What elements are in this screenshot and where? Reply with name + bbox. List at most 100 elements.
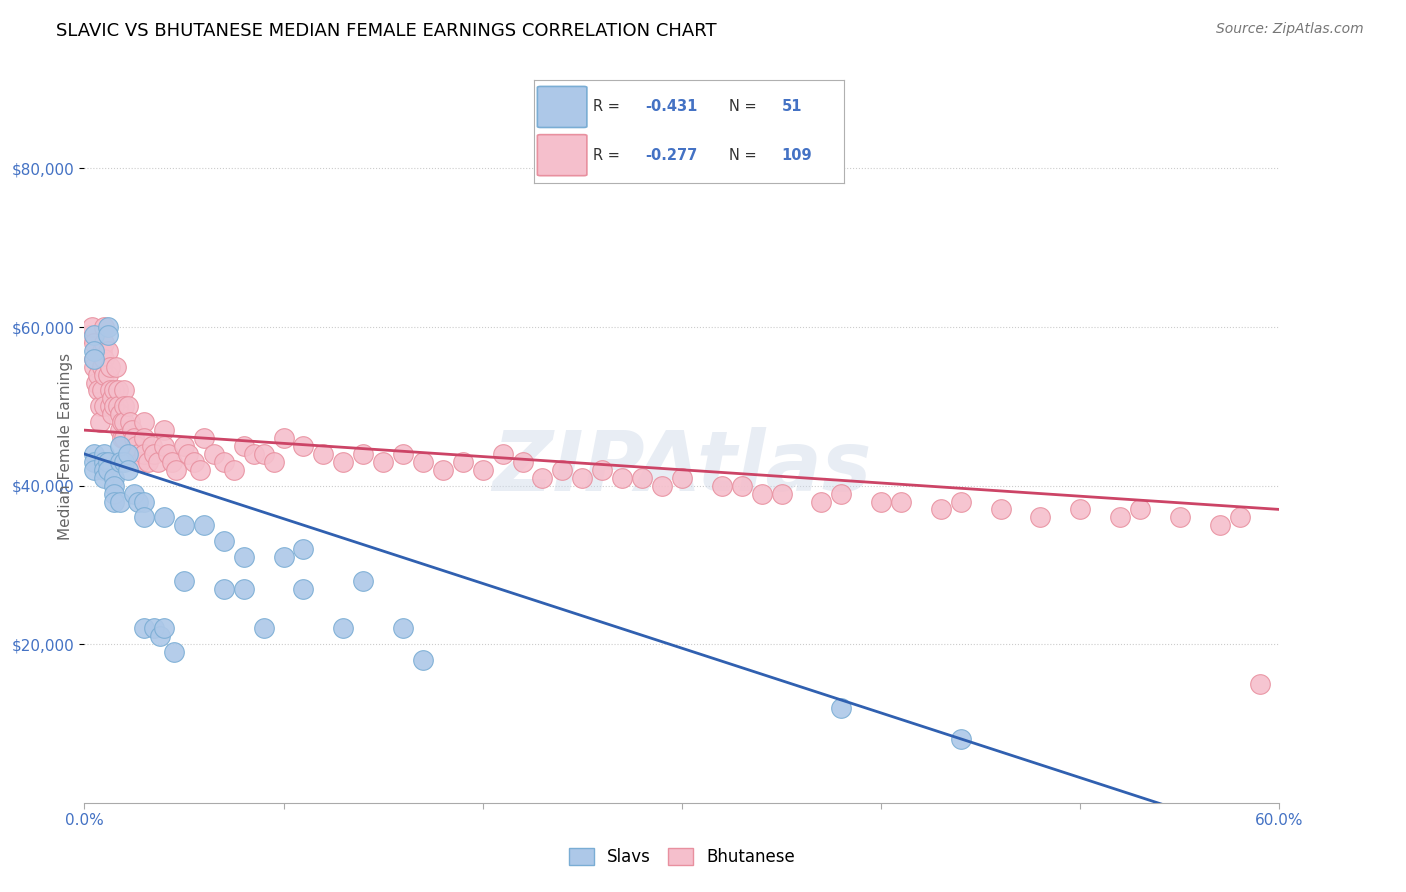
Point	[193, 431, 215, 445]
Point	[870, 494, 893, 508]
Point	[352, 574, 374, 588]
Point	[373, 455, 395, 469]
Point	[1249, 677, 1271, 691]
Point	[232, 549, 254, 564]
Point	[83, 447, 105, 461]
Point	[222, 463, 245, 477]
Point	[202, 447, 225, 461]
Point	[97, 368, 120, 382]
Point	[412, 455, 434, 469]
Point	[173, 574, 195, 588]
Point	[101, 392, 124, 406]
Point	[129, 455, 152, 469]
Point	[551, 463, 574, 477]
Point	[103, 494, 125, 508]
Point	[83, 359, 105, 374]
Point	[751, 486, 773, 500]
Point	[173, 518, 195, 533]
Point	[143, 621, 166, 635]
Point	[83, 351, 105, 366]
Point	[273, 431, 295, 445]
Point	[332, 621, 354, 635]
Text: -0.431: -0.431	[645, 99, 697, 114]
Point	[86, 376, 108, 390]
Point	[103, 384, 125, 398]
Point	[232, 439, 254, 453]
Point	[492, 447, 515, 461]
Point	[93, 368, 115, 382]
Point	[120, 415, 142, 429]
Point	[98, 400, 121, 414]
Point	[471, 463, 494, 477]
Point	[949, 732, 972, 747]
Point	[949, 494, 972, 508]
Point	[91, 359, 114, 374]
Point	[631, 471, 654, 485]
Point	[1209, 518, 1232, 533]
Point	[83, 463, 105, 477]
Point	[87, 384, 110, 398]
Point	[132, 494, 156, 508]
Point	[97, 320, 120, 334]
Point	[153, 621, 176, 635]
Point	[125, 439, 148, 453]
Point	[292, 582, 315, 596]
Point	[89, 415, 111, 429]
Point	[110, 455, 132, 469]
Text: Source: ZipAtlas.com: Source: ZipAtlas.com	[1216, 22, 1364, 37]
Text: R =: R =	[593, 99, 624, 114]
Point	[352, 447, 374, 461]
Point	[103, 471, 125, 485]
Point	[253, 621, 276, 635]
Point	[990, 502, 1012, 516]
Point	[97, 463, 120, 477]
Point	[93, 400, 115, 414]
Point	[242, 447, 264, 461]
Legend: Slavs, Bhutanese: Slavs, Bhutanese	[562, 841, 801, 873]
Point	[136, 455, 159, 469]
Y-axis label: Median Female Earnings: Median Female Earnings	[58, 352, 73, 540]
Point	[103, 486, 125, 500]
Point	[273, 549, 295, 564]
Point	[122, 486, 145, 500]
Point	[112, 455, 135, 469]
Point	[146, 455, 169, 469]
FancyBboxPatch shape	[537, 135, 586, 176]
FancyBboxPatch shape	[537, 87, 586, 128]
Point	[93, 455, 115, 469]
Point	[412, 653, 434, 667]
Point	[710, 478, 733, 492]
Point	[232, 582, 254, 596]
Point	[97, 343, 120, 358]
Point	[93, 335, 115, 350]
Point	[117, 447, 139, 461]
Point	[110, 494, 132, 508]
Point	[83, 343, 105, 358]
Point	[110, 439, 132, 453]
Point	[112, 415, 135, 429]
Point	[183, 455, 205, 469]
Text: N =: N =	[730, 148, 762, 162]
Point	[1029, 510, 1052, 524]
Text: -0.277: -0.277	[645, 148, 697, 162]
Point	[89, 400, 111, 414]
Point	[121, 423, 143, 437]
Point	[188, 463, 211, 477]
Point	[571, 471, 593, 485]
Point	[810, 494, 832, 508]
Point	[292, 542, 315, 557]
Point	[177, 447, 200, 461]
Point	[93, 447, 115, 461]
Point	[165, 463, 187, 477]
Text: 109: 109	[782, 148, 813, 162]
Point	[1109, 510, 1132, 524]
Point	[173, 439, 195, 453]
Point	[292, 439, 315, 453]
Point	[212, 582, 235, 596]
Point	[79, 328, 101, 343]
Point	[890, 494, 912, 508]
Text: R =: R =	[593, 148, 624, 162]
Point	[1229, 510, 1251, 524]
Point	[153, 423, 176, 437]
Point	[127, 494, 149, 508]
